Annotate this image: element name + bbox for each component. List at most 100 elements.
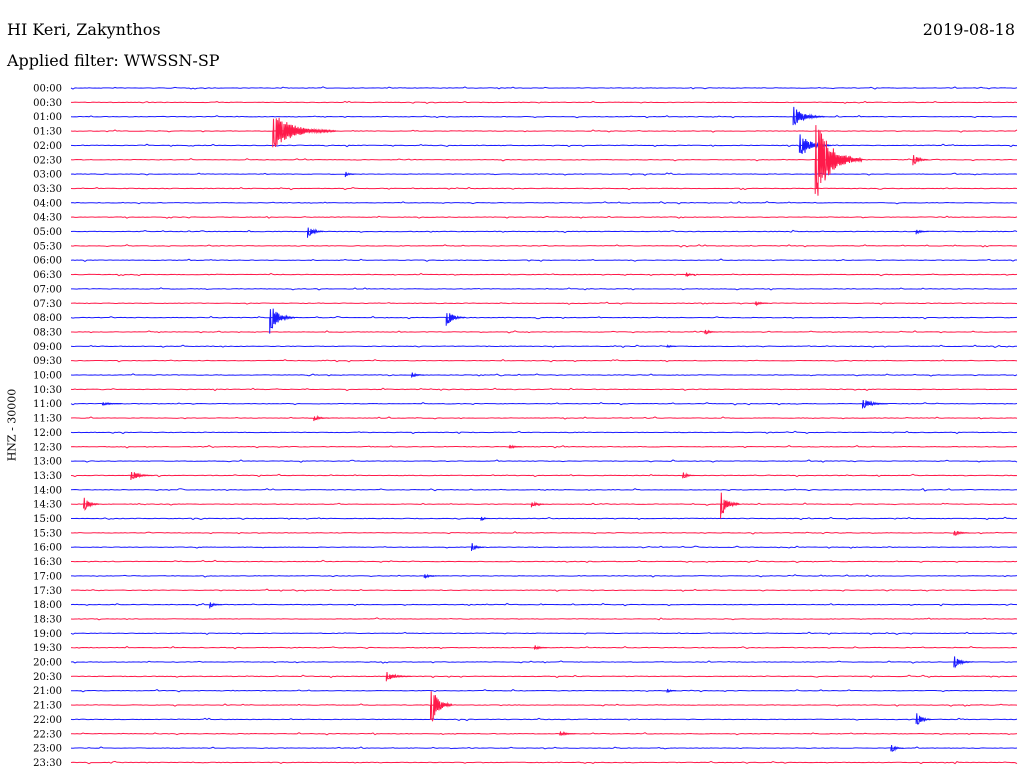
- seismic-event: [666, 344, 677, 348]
- trace-line: [70, 488, 1018, 492]
- row-time-label: 08:30: [33, 327, 62, 338]
- record-date: 2019-08-18: [922, 20, 1015, 39]
- seismic-event: [307, 227, 324, 238]
- trace-line: [70, 430, 1018, 435]
- row-time-label: 23:00: [33, 744, 62, 755]
- trace-line: [70, 674, 1018, 679]
- trace-line: [70, 516, 1018, 521]
- row-time-label: 05:30: [33, 241, 62, 252]
- seismic-event: [508, 444, 522, 449]
- row-time-label: 09:00: [33, 342, 62, 353]
- row-time-label: 10:00: [33, 371, 62, 382]
- row-time-label: 10:30: [33, 385, 62, 396]
- trace-line: [71, 287, 1018, 291]
- trace-line: [70, 143, 1018, 148]
- row-time-label: 13:00: [33, 457, 62, 468]
- trace-line: [70, 473, 1018, 478]
- seismic-event: [792, 106, 825, 126]
- seismic-event: [814, 125, 863, 196]
- trace-line: [70, 158, 1018, 162]
- trace-line: [70, 574, 1018, 578]
- row-time-label: 12:30: [33, 442, 62, 453]
- row-time-label: 13:30: [33, 471, 62, 482]
- row-time-label: 18:30: [33, 614, 62, 625]
- trace-line: [70, 617, 1018, 621]
- trace-line: [70, 186, 1018, 191]
- trace-line: [70, 703, 1018, 707]
- seismic-event: [798, 134, 832, 154]
- row-time-label: 11:30: [33, 414, 62, 425]
- trace-line: [70, 244, 1018, 248]
- seismic-event: [480, 516, 491, 521]
- trace-line: [70, 688, 1018, 693]
- seismic-event: [385, 672, 412, 682]
- row-time-label: 01:30: [33, 127, 62, 138]
- row-time-label: 22:00: [33, 715, 62, 726]
- trace-line: [70, 344, 1018, 349]
- trace-line: [70, 416, 1018, 420]
- row-time-label: 02:00: [33, 141, 62, 152]
- seismic-event: [344, 171, 355, 178]
- row-time-label: 11:00: [33, 399, 62, 410]
- row-time-label: 14:00: [33, 485, 62, 496]
- row-time-label: 00:00: [33, 84, 62, 95]
- trace-line: [70, 301, 1018, 305]
- row-time-label: 20:00: [33, 658, 62, 669]
- row-time-label: 19:00: [33, 629, 62, 640]
- row-time-label: 06:00: [33, 256, 62, 267]
- seismic-event: [666, 688, 677, 693]
- seismic-event: [313, 414, 330, 422]
- row-time-label: 07:00: [33, 284, 62, 295]
- row-time-label: 20:30: [33, 672, 62, 683]
- trace-line: [70, 588, 1017, 592]
- row-time-label: 02:30: [33, 155, 62, 166]
- row-time-label: 15:00: [33, 514, 62, 525]
- row-time-label: 16:30: [33, 557, 62, 568]
- trace-line: [71, 100, 1018, 105]
- seismic-event: [953, 656, 973, 669]
- trace-line: [70, 129, 1018, 133]
- row-time-label: 06:30: [33, 270, 62, 281]
- seismic-event: [471, 543, 485, 551]
- row-time-label: 08:00: [33, 313, 62, 324]
- trace-line: [70, 732, 1018, 736]
- row-time-label: 04:00: [33, 198, 62, 209]
- row-time-label: 01:00: [33, 112, 62, 123]
- trace-line: [70, 531, 1018, 535]
- trace-line: [70, 86, 1018, 90]
- seismic-event: [890, 745, 904, 752]
- seismic-event: [720, 492, 740, 519]
- station-title: HI Keri, Zakynthos: [7, 20, 161, 39]
- row-time-label: 05:00: [33, 227, 62, 238]
- row-time-label: 17:00: [33, 571, 62, 582]
- seismic-event: [269, 308, 296, 334]
- seismic-event: [411, 372, 425, 378]
- seismic-event: [912, 155, 929, 166]
- seismic-event: [953, 530, 970, 536]
- seismic-event: [559, 731, 576, 737]
- trace-line: [70, 272, 1018, 277]
- seismic-event: [272, 117, 337, 148]
- seismic-event: [209, 602, 223, 609]
- trace-line: [70, 602, 1018, 607]
- seismic-event: [704, 329, 718, 335]
- trace-line: [70, 559, 1018, 564]
- seismic-event: [862, 400, 888, 409]
- trace-line: [70, 229, 1018, 234]
- trace-line: [70, 717, 1018, 722]
- trace-line: [70, 401, 1018, 406]
- seismic-event: [83, 497, 100, 511]
- seismic-event: [534, 645, 548, 650]
- trace-line: [70, 746, 1018, 750]
- trace-line: [70, 315, 1018, 320]
- seismic-event: [102, 401, 122, 406]
- filter-label: Applied filter: WWSSN-SP: [7, 51, 220, 70]
- trace-line: [70, 444, 1018, 449]
- row-time-label: 14:30: [33, 500, 62, 511]
- seismic-event: [130, 471, 153, 481]
- trace-line: [70, 373, 1018, 377]
- seismic-event: [754, 301, 768, 307]
- seismic-event: [423, 573, 437, 579]
- row-time-label: 18:00: [33, 600, 62, 611]
- trace-line: [70, 387, 1018, 392]
